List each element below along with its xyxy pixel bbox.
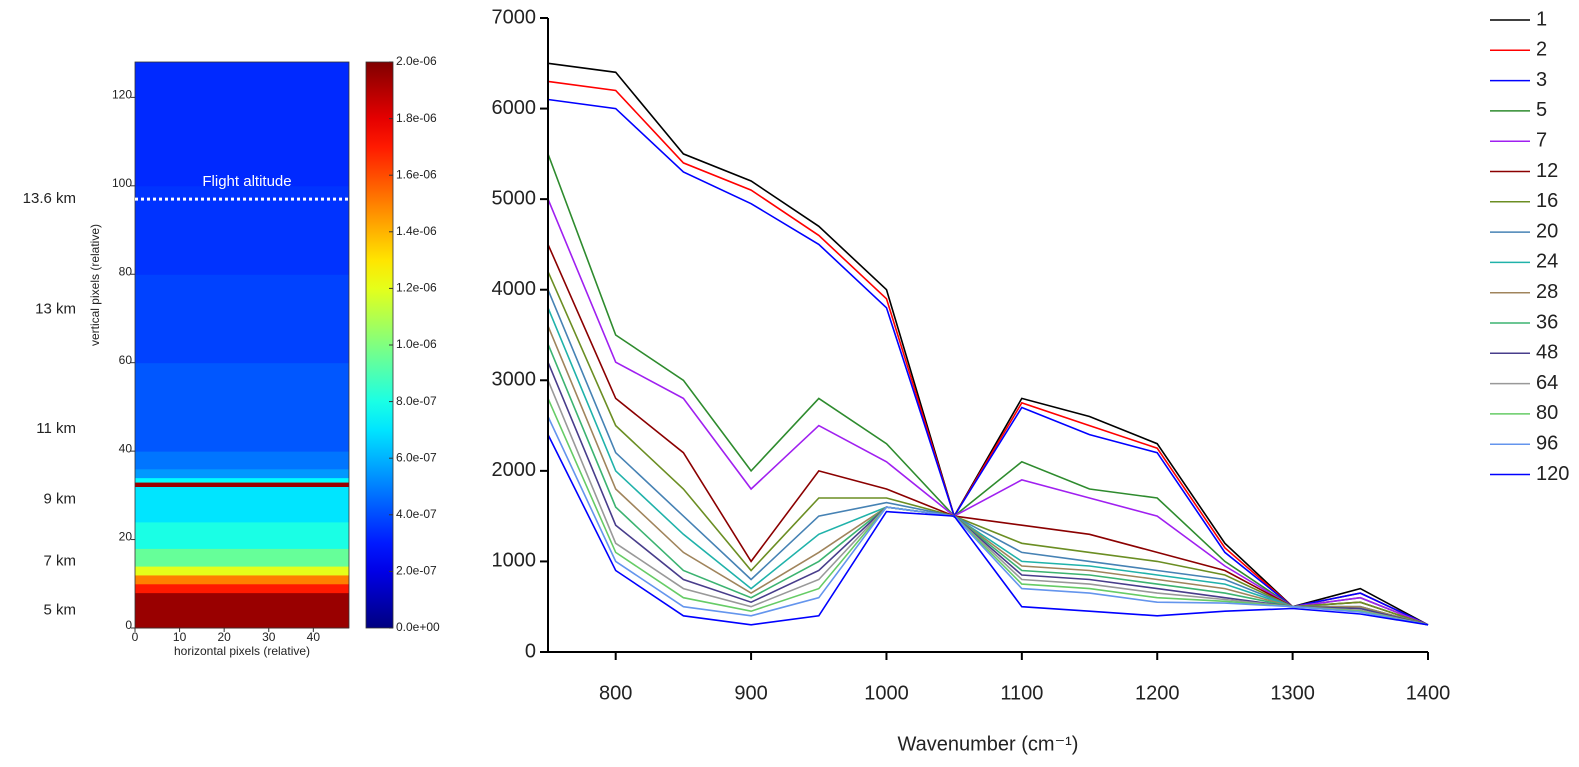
spectrum-line	[547, 98, 1429, 626]
heat-cell	[135, 566, 349, 576]
spectrum-line	[547, 398, 1429, 626]
heat-cell	[135, 548, 349, 567]
altitude-label: 5 km	[43, 601, 76, 618]
x-tick-label: 800	[599, 682, 632, 704]
colorbar-tick-label: 1.4e-06	[396, 224, 437, 238]
y-tick-label: 7000	[492, 6, 537, 28]
y-tick-label: 0	[525, 640, 536, 662]
legend-label: 24	[1536, 251, 1558, 273]
colorbar-tick-label: 1.8e-06	[396, 111, 437, 125]
legend-label: 96	[1536, 432, 1558, 454]
heat-cell	[135, 477, 349, 483]
y-tick-label: 20	[119, 530, 133, 544]
y-tick-label: 0	[125, 618, 132, 632]
y-tick-label: 120	[112, 88, 132, 102]
heat-cell	[135, 482, 349, 487]
x-tick-label: 1200	[1135, 682, 1180, 704]
x-tick-label: 1400	[1406, 682, 1451, 704]
colorbar-tick-label: 4.0e-07	[396, 507, 437, 521]
legend-label: 36	[1536, 311, 1558, 333]
y-tick-label: 40	[119, 441, 133, 455]
x-axis-label: Wavenumber (cm⁻¹)	[898, 733, 1079, 755]
heat-cell	[135, 468, 349, 479]
altitude-label: 9 km	[43, 491, 76, 508]
colorbar-tick-label: 2.0e-06	[396, 54, 437, 68]
legend-label: 1	[1536, 8, 1547, 30]
altitude-label: 7 km	[43, 553, 76, 570]
y-tick-label: 80	[119, 264, 133, 278]
y-axis-label: vertical pixels (relative)	[88, 224, 102, 346]
colorbar-tick-label: 2.0e-07	[396, 564, 437, 578]
y-tick-label: 6000	[492, 97, 537, 119]
legend-label: 48	[1536, 342, 1558, 364]
x-tick-label: 1300	[1270, 682, 1315, 704]
heat-cell	[135, 574, 349, 585]
x-tick-label: 900	[734, 682, 767, 704]
x-tick-label: 0	[132, 630, 139, 644]
x-tick-label: 10	[173, 630, 187, 644]
plot-frame	[134, 61, 350, 629]
x-tick-label: 1100	[1000, 682, 1043, 704]
heat-cell	[135, 592, 349, 629]
altitude-label: 13 km	[35, 301, 76, 318]
heat-cell	[135, 521, 349, 549]
spectrum-line	[547, 271, 1429, 626]
x-axis-label: horizontal pixels (relative)	[174, 644, 310, 658]
spectrum-line	[547, 434, 1429, 626]
spectrum-line	[547, 343, 1429, 626]
legend-label: 16	[1536, 190, 1558, 212]
x-tick-label: 40	[307, 630, 321, 644]
legend-label: 12	[1536, 160, 1558, 182]
colorbar	[365, 61, 394, 629]
spectrum-line	[547, 379, 1429, 626]
colorbar-tick-label: 0.0e+00	[396, 620, 440, 634]
heat-cell	[135, 185, 349, 275]
y-tick-label: 3000	[492, 369, 537, 391]
altitude-label: 13.6 km	[23, 190, 76, 207]
y-tick-label: 2000	[492, 459, 537, 481]
colorbar-tick-label: 8.0e-07	[396, 394, 437, 408]
legend-label: 28	[1536, 281, 1558, 303]
y-tick-label: 4000	[492, 278, 537, 300]
legend-label: 2	[1536, 39, 1547, 61]
flight-altitude-label: Flight altitude	[202, 173, 291, 190]
y-tick-label: 60	[119, 353, 133, 367]
colorbar-tick-label: 1.0e-06	[396, 337, 437, 351]
heat-cell	[135, 274, 349, 364]
colorbar-tick-label: 1.2e-06	[396, 281, 437, 295]
legend-label: 80	[1536, 402, 1558, 424]
altitude-label: 11 km	[36, 420, 76, 437]
legend-label: 64	[1536, 372, 1558, 394]
spectrum-line	[547, 153, 1429, 626]
heat-cell	[135, 486, 349, 523]
y-tick-label: 100	[112, 176, 132, 190]
colorbar-tick-label: 1.6e-06	[396, 167, 437, 181]
heat-cell	[135, 451, 349, 470]
legend-label: 7	[1536, 129, 1547, 151]
legend-label: 20	[1536, 220, 1558, 242]
spectrum-line	[547, 416, 1429, 626]
x-tick-label: 30	[262, 630, 276, 644]
spectrum-line	[547, 325, 1429, 626]
y-tick-label: 1000	[492, 550, 537, 572]
y-tick-label: 5000	[492, 187, 537, 209]
legend-label: 5	[1536, 99, 1547, 121]
legend-label: 3	[1536, 69, 1547, 91]
x-tick-label: 20	[217, 630, 231, 644]
heat-cell	[135, 62, 349, 187]
colorbar-tick-label: 6.0e-07	[396, 450, 437, 464]
legend-label: 120	[1536, 463, 1569, 485]
heat-cell	[135, 583, 349, 594]
heat-cell	[135, 362, 349, 452]
x-tick-label: 1000	[864, 682, 909, 704]
